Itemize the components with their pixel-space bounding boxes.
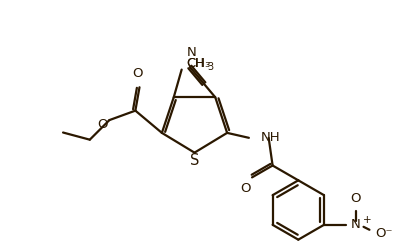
Text: 3: 3 — [207, 62, 213, 72]
Text: CH₃: CH₃ — [187, 57, 211, 70]
Text: NH: NH — [261, 131, 280, 144]
Text: O⁻: O⁻ — [375, 227, 393, 240]
Text: O: O — [350, 192, 361, 205]
Text: O: O — [132, 67, 143, 80]
Text: N: N — [187, 46, 197, 59]
Text: +: + — [363, 215, 371, 225]
Text: S: S — [190, 153, 199, 168]
Text: N: N — [351, 218, 361, 231]
Text: CH: CH — [186, 57, 205, 70]
Text: O: O — [240, 182, 250, 195]
Text: O: O — [97, 118, 108, 131]
